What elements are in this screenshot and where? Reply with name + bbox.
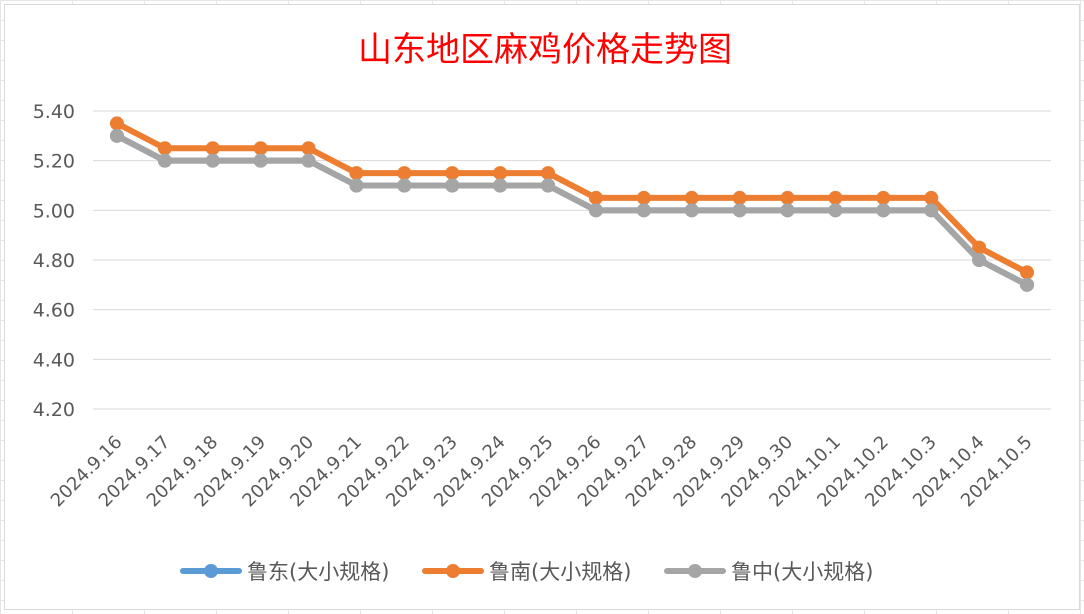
data-point[interactable] <box>541 166 556 181</box>
legend-swatch-marker <box>204 564 218 578</box>
data-point[interactable] <box>397 166 412 181</box>
y-tick-label: 5.20 <box>33 151 75 173</box>
data-point[interactable] <box>780 203 795 218</box>
y-tick-label: 5.40 <box>33 101 75 123</box>
x-axis: 2024.9.162024.9.172024.9.182024.9.192024… <box>47 432 1037 512</box>
data-point[interactable] <box>588 190 603 205</box>
data-point[interactable] <box>301 153 316 168</box>
y-tick-label: 4.20 <box>33 399 75 421</box>
series-layer <box>109 116 1035 292</box>
legend-label: 鲁东(大小规格) <box>247 560 389 584</box>
data-point[interactable] <box>684 190 699 205</box>
data-point[interactable] <box>876 190 891 205</box>
data-point[interactable] <box>732 203 747 218</box>
data-point[interactable] <box>828 203 843 218</box>
data-point[interactable] <box>972 240 987 255</box>
legend-swatch-marker <box>688 564 702 578</box>
data-point[interactable] <box>876 203 891 218</box>
data-point[interactable] <box>780 190 795 205</box>
data-point[interactable] <box>924 190 939 205</box>
chart-area[interactable]: 山东地区麻鸡价格走势图 4.20 4.40 4.60 4.80 5.00 5.20 5.40… <box>4 4 1080 610</box>
legend-label: 鲁南(大小规格) <box>489 560 631 584</box>
legend-label: 鲁中(大小规格) <box>731 560 873 584</box>
data-point[interactable] <box>1020 277 1035 292</box>
data-point[interactable] <box>493 166 508 181</box>
data-point[interactable] <box>541 178 556 193</box>
data-point[interactable] <box>157 153 172 168</box>
data-point[interactable] <box>253 141 268 156</box>
legend-item[interactable]: 鲁南(大小规格) <box>422 560 631 584</box>
y-tick-label: 4.60 <box>33 300 75 322</box>
series-1 <box>109 116 1035 280</box>
data-point[interactable] <box>1020 265 1035 280</box>
data-point[interactable] <box>205 141 220 156</box>
y-axis: 4.20 4.40 4.60 4.80 5.00 5.20 5.40 <box>33 101 75 421</box>
data-point[interactable] <box>732 190 747 205</box>
data-point[interactable] <box>972 253 987 267</box>
legend-swatch-marker <box>446 564 460 578</box>
data-point[interactable] <box>828 190 843 205</box>
data-point[interactable] <box>588 203 603 218</box>
data-point[interactable] <box>924 203 939 218</box>
data-point[interactable] <box>109 128 124 143</box>
y-tick-label: 4.80 <box>33 250 75 272</box>
data-point[interactable] <box>301 141 316 156</box>
data-point[interactable] <box>205 153 220 168</box>
legend: 鲁东(大小规格) 鲁南(大小规格) 鲁中(大小规格) <box>180 560 873 584</box>
data-point[interactable] <box>493 178 508 193</box>
legend-item[interactable]: 鲁中(大小规格) <box>664 560 873 584</box>
series-line[interactable] <box>113 132 1031 288</box>
data-point[interactable] <box>253 153 268 168</box>
series-2 <box>109 128 1035 292</box>
line-chart: 山东地区麻鸡价格走势图 4.20 4.40 4.60 4.80 5.00 5.20 5.40… <box>33 30 1051 584</box>
chart-title: 山东地区麻鸡价格走势图 <box>358 30 732 70</box>
data-point[interactable] <box>684 203 699 218</box>
data-point[interactable] <box>445 178 460 193</box>
data-point[interactable] <box>397 178 412 193</box>
data-point[interactable] <box>636 203 651 218</box>
gridlines <box>93 110 1051 410</box>
data-point[interactable] <box>349 166 364 181</box>
data-point[interactable] <box>157 141 172 156</box>
data-point[interactable] <box>109 116 124 131</box>
series-line[interactable] <box>113 120 1031 276</box>
y-tick-label: 4.40 <box>33 349 75 371</box>
legend-item[interactable]: 鲁东(大小规格) <box>180 560 389 584</box>
data-point[interactable] <box>445 166 460 181</box>
data-point[interactable] <box>636 190 651 205</box>
y-tick-label: 5.00 <box>33 200 75 222</box>
data-point[interactable] <box>349 178 364 193</box>
